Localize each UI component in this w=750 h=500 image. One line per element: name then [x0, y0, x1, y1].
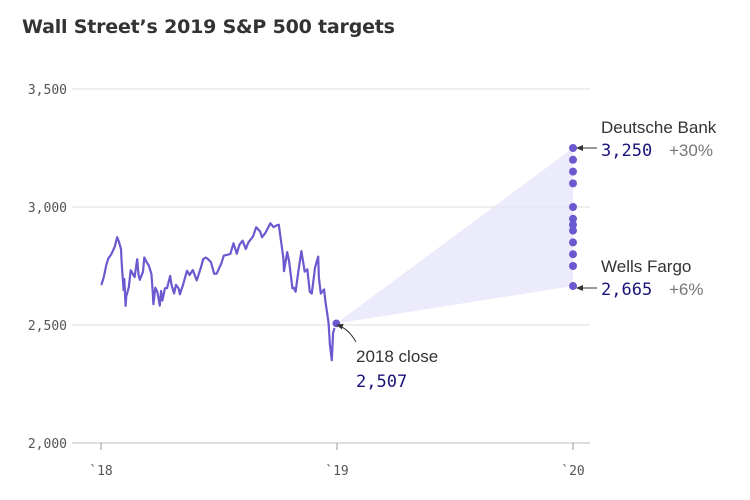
chart-title: Wall Street’s 2019 S&P 500 targets	[22, 16, 395, 38]
y-tick-label: 2,500	[28, 319, 67, 334]
x-tick-label: `19	[325, 464, 348, 479]
price-line-layer	[100, 222, 342, 362]
target-points	[569, 144, 577, 291]
deutsche-bank-label: Deutsche Bank	[601, 118, 717, 137]
y-tick-label: 3,000	[28, 201, 67, 216]
target-point	[569, 226, 577, 235]
close-value: 2,507	[356, 372, 407, 392]
wells-fargo-change: +6%	[669, 280, 704, 299]
wells-fargo-value: 2,665	[601, 280, 652, 300]
x-tick-label: `18	[89, 464, 112, 479]
target-point	[569, 179, 577, 188]
target-point	[569, 282, 577, 291]
sp500-price-line	[100, 222, 338, 362]
target-point	[569, 214, 577, 223]
axes: 2,000 2,500 3,000 3,500 `18 `19 `20	[28, 83, 585, 479]
target-point	[569, 167, 577, 176]
close-label: 2018 close	[356, 347, 438, 366]
target-point	[569, 250, 577, 259]
target-point	[569, 220, 577, 229]
wells-fargo-label: Wells Fargo	[601, 257, 691, 276]
target-point	[569, 144, 577, 152]
deutsche-bank-value: 3,250	[601, 141, 652, 161]
target-point	[569, 262, 577, 270]
annotations: 2018 close 2,507 Deutsche Bank 3,250 +30…	[336, 118, 717, 392]
x-tick-label: `20	[561, 464, 584, 479]
target-range-fan	[336, 148, 573, 324]
target-point	[569, 203, 577, 211]
target-range-area	[336, 148, 573, 324]
target-point	[569, 238, 577, 247]
target-point	[569, 155, 577, 164]
y-tick-label: 3,500	[28, 83, 67, 98]
deutsche-bank-change: +30%	[669, 141, 713, 160]
y-tick-label: 2,000	[28, 437, 67, 452]
close-2018-point	[331, 318, 342, 329]
close-arrow	[336, 323, 357, 343]
